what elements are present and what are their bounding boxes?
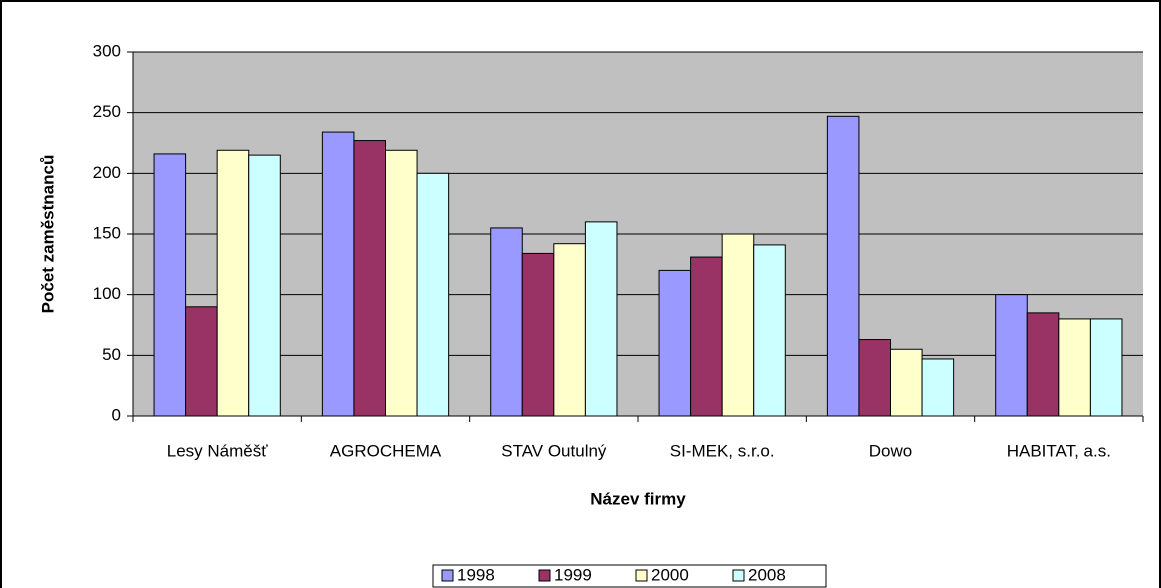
bar: [521, 252, 555, 417]
bar: [490, 227, 523, 417]
bar: [690, 256, 723, 417]
bar: [1089, 318, 1123, 417]
y-tick-label: 0: [112, 405, 121, 424]
bar: [826, 115, 860, 417]
legend-label: 2008: [748, 565, 786, 584]
bar: [416, 172, 450, 417]
bar: [1058, 318, 1091, 417]
x-tick-label: AGROCHEMA: [330, 441, 442, 460]
x-tick-label: HABITAT, a.s.: [1007, 441, 1111, 460]
bar: [995, 294, 1028, 417]
legend: [432, 564, 827, 588]
bar: [553, 243, 586, 417]
x-tick-label: Dowo: [869, 441, 912, 460]
bar: [321, 131, 355, 417]
bar: [658, 269, 692, 417]
y-tick-label: 50: [102, 345, 121, 364]
bar: [216, 149, 250, 417]
bar: [858, 339, 891, 417]
x-tick-label: SI-MEK, s.r.o.: [670, 441, 775, 460]
y-axis-label: Počet zaměstnanců: [38, 155, 57, 314]
legend-swatch: [441, 569, 454, 582]
bar: [1026, 312, 1060, 417]
legend-swatch: [732, 569, 745, 582]
legend-label: 1999: [554, 565, 592, 584]
y-tick-label: 200: [93, 163, 121, 182]
legend-swatch: [538, 569, 551, 582]
bar: [584, 221, 618, 417]
legend-swatch: [635, 569, 648, 582]
x-tick-label: Lesy Náměšť: [167, 441, 268, 460]
legend-label: 1998: [457, 565, 495, 584]
y-tick-label: 150: [93, 223, 121, 242]
bar: [721, 233, 755, 417]
legend-label: 2000: [651, 565, 689, 584]
bar: [185, 306, 218, 417]
x-axis-label: Název firmy: [590, 489, 686, 508]
bar: [248, 154, 281, 417]
x-tick-label: STAV Outulný: [501, 441, 607, 460]
bar: [153, 153, 187, 417]
bar: [753, 244, 786, 417]
y-tick-label: 250: [93, 102, 121, 121]
y-tick-label: 300: [93, 41, 121, 60]
bar: [353, 140, 386, 417]
y-tick-label: 100: [93, 284, 121, 303]
bar: [921, 358, 955, 417]
bar: [890, 348, 923, 417]
bar: [385, 149, 418, 417]
